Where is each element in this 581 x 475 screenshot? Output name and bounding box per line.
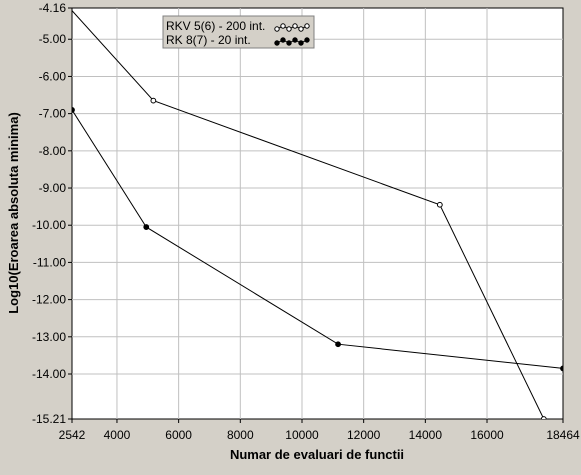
legend-marker-series-2 <box>286 40 292 46</box>
x-tick-label: 12000 <box>347 428 381 442</box>
data-point-series-2 <box>72 107 75 113</box>
x-tick-label: 18464 <box>546 428 580 442</box>
y-tick-label: -11.00 <box>33 255 66 269</box>
data-point-series-1 <box>436 201 443 208</box>
series-line-2 <box>72 109 563 369</box>
series-layer <box>72 9 563 419</box>
y-tick-label: -5.00 <box>39 32 67 46</box>
legend: RKV 5(6) - 200 int. RK 8(7) - 20 int. <box>162 15 315 49</box>
y-axis-label: Log10(Eroarea absoluta minima) <box>6 112 21 314</box>
y-tick-label: -6.00 <box>39 69 67 83</box>
series-line-1 <box>72 9 545 419</box>
y-tick-label: -14.00 <box>32 367 66 381</box>
legend-marker-series-2 <box>280 37 286 43</box>
data-point-series-1 <box>540 416 547 419</box>
x-tick-label: 2542 <box>59 428 86 442</box>
grid-layer <box>72 8 563 419</box>
legend-marker-series-1 <box>280 23 286 29</box>
plot-area <box>71 7 564 420</box>
x-tick-label: 8000 <box>227 428 254 442</box>
y-tick-label: -9.00 <box>39 181 67 195</box>
legend-symbol-series-1 <box>274 23 310 32</box>
y-tick-label: -12.00 <box>32 293 66 307</box>
legend-marker-series-2 <box>292 37 298 43</box>
y-tick-label: -7.00 <box>39 107 67 121</box>
y-tick-label: -8.00 <box>39 144 67 158</box>
legend-label-series-1: RKV 5(6) - 200 int. <box>166 19 265 33</box>
legend-marker-series-1 <box>292 23 298 29</box>
legend-marker-series-1 <box>304 23 310 29</box>
x-tick-label: 16000 <box>470 428 504 442</box>
x-tick-label: 14000 <box>409 428 443 442</box>
y-tick-label: -15.21 <box>32 412 66 426</box>
x-axis-label: Numar de evaluari de functii <box>230 447 404 462</box>
x-tick-label: 4000 <box>104 428 131 442</box>
legend-symbol-series-2 <box>274 37 310 46</box>
y-tick-label: -4.16 <box>39 1 67 15</box>
y-tick-label: -13.00 <box>32 330 66 344</box>
legend-marker-series-2 <box>298 40 304 46</box>
x-tick-label: 6000 <box>165 428 192 442</box>
legend-label-series-2: RK 8(7) - 20 int. <box>166 33 251 47</box>
data-point-series-2 <box>335 341 341 348</box>
data-point-series-2 <box>143 224 150 230</box>
tick-layer: 2542 4000 6000 8000 10000 12000 14000 16000 1846… <box>32 1 580 442</box>
legend-marker-series-1 <box>286 26 292 32</box>
legend-marker-series-2 <box>304 37 310 43</box>
x-tick-label: 10000 <box>285 428 319 442</box>
legend-marker-series-2 <box>274 40 280 46</box>
y-tick-label: -10.00 <box>32 218 66 232</box>
legend-marker-series-1 <box>298 26 304 32</box>
data-point-series-1 <box>150 97 157 104</box>
legend-marker-series-1 <box>274 26 280 32</box>
data-point-series-2 <box>560 365 563 372</box>
